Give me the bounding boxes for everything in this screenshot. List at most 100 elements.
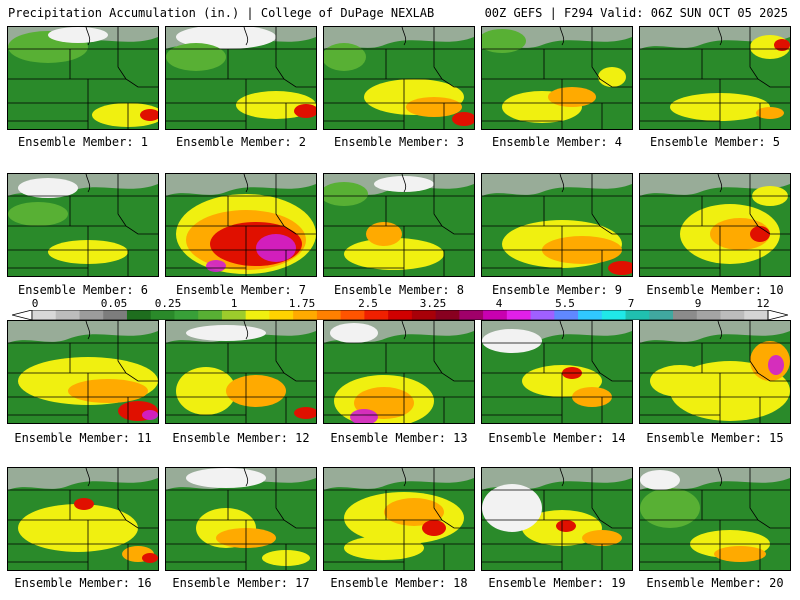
ensemble-member-label: Ensemble Member: 7 xyxy=(175,283,307,297)
color-scale-swatch xyxy=(198,310,223,320)
color-scale-swatch xyxy=(554,310,579,320)
color-scale-swatch xyxy=(245,310,270,320)
color-scale-swatch xyxy=(388,310,413,320)
precipitation-field-14 xyxy=(482,321,632,423)
color-scale-swatch xyxy=(364,310,389,320)
color-scale-swatch xyxy=(673,310,698,320)
ensemble-member-10-map xyxy=(639,173,791,277)
color-scale-swatch xyxy=(103,310,128,320)
precipitation-field-12 xyxy=(166,321,316,423)
ensemble-member-17-map xyxy=(165,467,317,571)
color-scale-tick-label: 7 xyxy=(627,297,635,310)
state-boundaries xyxy=(8,321,158,423)
color-scale-swatch xyxy=(530,310,555,320)
ensemble-member-2-map xyxy=(165,26,317,130)
ensemble-member-label: Ensemble Member: 19 xyxy=(488,576,626,590)
color-scale-swatch xyxy=(483,310,508,320)
state-boundaries xyxy=(640,321,790,423)
color-scale-swatch xyxy=(506,310,532,320)
precipitation-field-3 xyxy=(324,27,474,129)
ensemble-member-label: Ensemble Member: 20 xyxy=(646,576,784,590)
color-scale-tick-label: 2.5 xyxy=(358,297,378,310)
color-scale-swatch xyxy=(578,310,603,320)
ensemble-member-4-map xyxy=(481,26,633,130)
state-boundaries xyxy=(324,27,474,129)
state-boundaries xyxy=(8,174,158,276)
color-scale-swatch xyxy=(459,310,484,320)
precipitation-field-15 xyxy=(640,321,790,423)
state-boundaries xyxy=(8,468,158,570)
precipitation-field-20 xyxy=(640,468,790,570)
ensemble-member-label: Ensemble Member: 12 xyxy=(172,431,310,445)
color-scale-swatch xyxy=(150,310,175,320)
precipitation-field-19 xyxy=(482,468,632,570)
color-scale-tick-label: 1 xyxy=(230,297,238,310)
precipitation-field-17 xyxy=(166,468,316,570)
ensemble-member-label: Ensemble Member: 8 xyxy=(333,283,465,297)
color-scale-swatch xyxy=(32,310,57,320)
ensemble-member-label: Ensemble Member: 17 xyxy=(172,576,310,590)
color-scale-swatch xyxy=(411,310,437,320)
ensemble-member-20-map xyxy=(639,467,791,571)
precipitation-field-4 xyxy=(482,27,632,129)
state-boundaries xyxy=(482,27,632,129)
color-scale-tick-label: 5.5 xyxy=(555,297,575,310)
precipitation-field-9 xyxy=(482,174,632,276)
ensemble-member-18-map xyxy=(323,467,475,571)
color-scale-swatch xyxy=(55,310,80,320)
precipitation-field-11 xyxy=(8,321,158,423)
color-scale-swatch xyxy=(79,310,104,320)
ensemble-member-12-map xyxy=(165,320,317,424)
color-scale-bar xyxy=(12,310,788,320)
state-boundaries xyxy=(166,27,316,129)
ensemble-member-label: Ensemble Member: 10 xyxy=(646,283,784,297)
ensemble-member-13-map xyxy=(323,320,475,424)
map-title: Precipitation Accumulation (in.) | Colle… xyxy=(8,6,435,20)
precipitation-field-1 xyxy=(8,27,158,129)
state-boundaries xyxy=(8,27,158,129)
ensemble-member-label: Ensemble Member: 9 xyxy=(491,283,623,297)
state-boundaries xyxy=(324,468,474,570)
color-scale-tick-label: 4 xyxy=(495,297,503,310)
ensemble-member-8-map xyxy=(323,173,475,277)
state-boundaries xyxy=(482,468,632,570)
state-boundaries xyxy=(482,321,632,423)
precipitation-field-6 xyxy=(8,174,158,276)
state-boundaries xyxy=(324,321,474,423)
color-scale-tick-label: 0.25 xyxy=(154,297,182,310)
state-boundaries xyxy=(640,468,790,570)
precipitation-field-5 xyxy=(640,27,790,129)
ensemble-member-16-map xyxy=(7,467,159,571)
ensemble-member-7-map xyxy=(165,173,317,277)
ensemble-member-15-map xyxy=(639,320,791,424)
ensemble-member-11-map xyxy=(7,320,159,424)
color-scale-swatch xyxy=(649,310,674,320)
precipitation-field-8 xyxy=(324,174,474,276)
precipitation-field-16 xyxy=(8,468,158,570)
ensemble-member-label: Ensemble Member: 18 xyxy=(330,576,468,590)
color-scale-swatch xyxy=(744,310,769,320)
color-scale-swatch xyxy=(269,310,294,320)
ensemble-member-1-map xyxy=(7,26,159,130)
color-scale-tick-label: 12 xyxy=(756,297,770,310)
color-scale-tick-label: 9 xyxy=(694,297,702,310)
precipitation-field-18 xyxy=(324,468,474,570)
state-boundaries xyxy=(166,468,316,570)
color-scale-swatch xyxy=(316,310,342,320)
state-boundaries xyxy=(166,174,316,276)
color-scale-tick-label: 0 xyxy=(31,297,39,310)
state-boundaries xyxy=(640,174,790,276)
color-scale-tick-label: 0.05 xyxy=(100,297,128,310)
ensemble-member-label: Ensemble Member: 5 xyxy=(649,135,781,149)
color-scale-swatch xyxy=(174,310,199,320)
ensemble-member-label: Ensemble Member: 11 xyxy=(14,431,152,445)
ensemble-member-14-map xyxy=(481,320,633,424)
ensemble-member-label: Ensemble Member: 16 xyxy=(14,576,152,590)
ensemble-member-label: Ensemble Member: 2 xyxy=(175,135,307,149)
ensemble-member-label: Ensemble Member: 4 xyxy=(491,135,623,149)
color-scale-swatch xyxy=(696,310,722,320)
ensemble-member-9-map xyxy=(481,173,633,277)
ensemble-member-19-map xyxy=(481,467,633,571)
run-valid-time: 00Z GEFS | F294 Valid: 06Z SUN OCT 05 20… xyxy=(484,6,788,20)
color-scale-swatch xyxy=(601,310,627,320)
